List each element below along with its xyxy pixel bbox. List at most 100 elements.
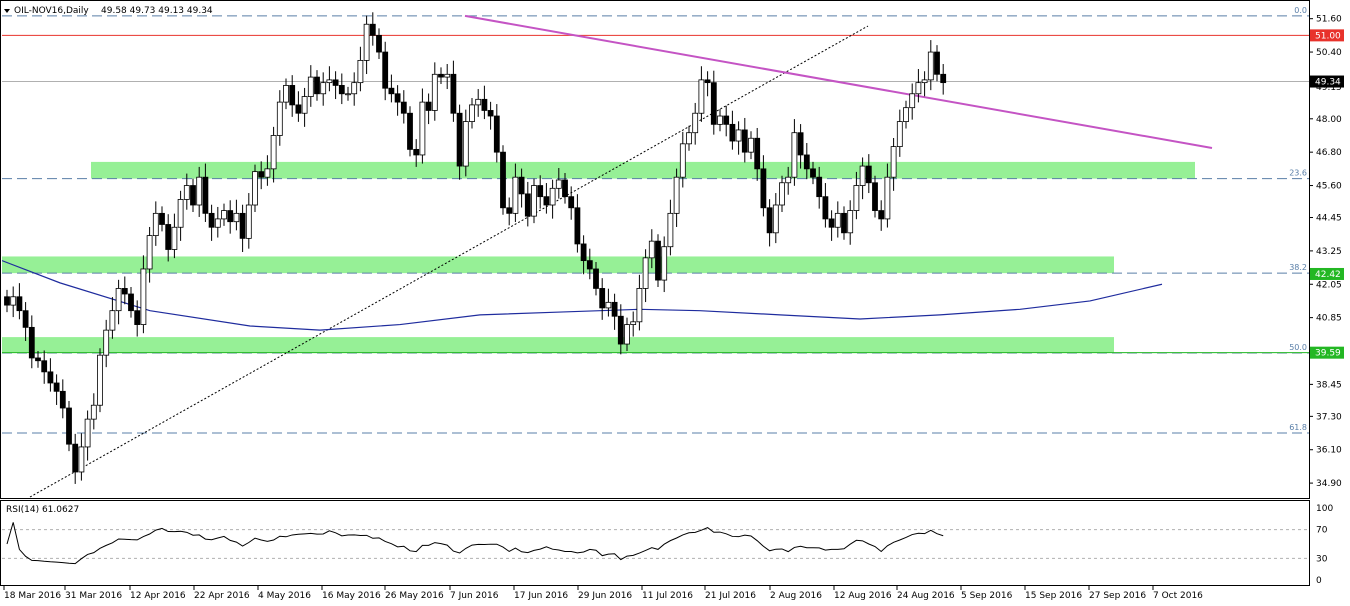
bear-candle <box>66 407 72 445</box>
bear-candle <box>506 207 513 214</box>
price-marker <box>1310 75 1344 88</box>
bear-candle <box>258 171 265 178</box>
bear-candle <box>586 260 593 270</box>
bull-candle <box>692 112 699 134</box>
rsi-line <box>6 522 944 565</box>
bull-candle <box>276 101 283 136</box>
support-zone <box>91 161 1195 179</box>
bear-candle <box>611 301 618 317</box>
time-tick-label: 26 May 2016 <box>385 591 444 601</box>
bear-candle <box>518 176 525 195</box>
bull-candle <box>233 212 240 223</box>
ohlc-label: 49.58 49.73 49.13 49.34 <box>101 6 213 16</box>
bull-candle <box>10 296 17 306</box>
bull-candle <box>357 59 364 84</box>
bear-candle <box>537 185 544 198</box>
support-zones <box>2 161 1195 353</box>
bull-candle <box>84 418 91 448</box>
bear-candle <box>400 101 407 114</box>
bull-candle <box>171 226 178 250</box>
bull-candle <box>431 73 438 111</box>
bull-candle <box>735 129 742 142</box>
bear-candle <box>878 210 885 220</box>
bull-candle <box>667 212 674 248</box>
price-tick-label: 49.15 <box>1316 83 1342 93</box>
bull-candle <box>475 98 482 106</box>
time-tick-label: 12 Apr 2016 <box>130 591 186 601</box>
bear-candle <box>53 382 60 392</box>
bear-candle <box>568 196 575 209</box>
bull-candle <box>183 185 190 200</box>
bear-candle <box>456 112 463 167</box>
bull-candle <box>326 79 333 84</box>
price-tick-label: 40.85 <box>1316 314 1342 324</box>
dropdown-arrow-icon[interactable] <box>4 9 10 13</box>
time-tick-label: 2 Aug 2016 <box>770 591 822 601</box>
time-axis: 18 Mar 2016 31 Mar 2016 12 Apr 2016 22 Apr … <box>3 586 1203 601</box>
price-tick-label: 45.60 <box>1316 182 1342 192</box>
bull-candle <box>283 85 289 103</box>
bear-candle <box>425 101 432 111</box>
rsi-tick-label: 70 <box>1316 526 1328 536</box>
bear-candle <box>208 212 215 228</box>
bear-candle <box>41 360 48 373</box>
bear-candle <box>35 357 41 362</box>
price-marker <box>1310 267 1344 280</box>
bear-candle <box>524 193 531 217</box>
bull-candle <box>605 301 612 309</box>
bull-candle <box>847 210 854 234</box>
bear-candle <box>723 115 730 125</box>
candles <box>4 12 947 484</box>
price-tick-label: 38.45 <box>1316 380 1342 390</box>
bear-candle <box>710 82 717 125</box>
bull-candle <box>140 268 147 325</box>
bear-candle <box>500 151 506 209</box>
bull-candle <box>624 324 630 345</box>
bear-candle <box>338 85 345 95</box>
bear-candle <box>165 224 172 250</box>
support-zone <box>2 337 1114 353</box>
bull-candle <box>915 82 922 95</box>
bull-candle <box>686 132 692 145</box>
bull-candle <box>103 329 110 356</box>
bear-candle <box>562 179 568 198</box>
price-marker-label: 51.00 <box>1315 31 1341 41</box>
symbol-label: OIL-NOV16,Daily <box>14 6 89 16</box>
bull-candle <box>245 204 252 239</box>
main-panel <box>0 0 1310 499</box>
bull-candle <box>264 168 271 178</box>
time-tick-label: 31 Mar 2016 <box>65 591 122 601</box>
bear-candle <box>803 154 810 170</box>
bull-candle <box>853 185 860 211</box>
rsi-indicator <box>2 522 1309 565</box>
bear-candle <box>599 288 606 309</box>
time-tick-label: 16 May 2016 <box>322 591 381 601</box>
bear-candle <box>872 182 878 211</box>
price-tick-label: 37.30 <box>1316 412 1342 422</box>
bear-candle <box>754 137 761 170</box>
bull-candle <box>661 246 668 281</box>
fib-level-label: 38.2 <box>1289 263 1307 272</box>
bear-candle <box>940 73 947 84</box>
bear-candle <box>134 310 141 325</box>
time-tick-label: 4 May 2016 <box>258 591 311 601</box>
bear-candle <box>760 168 767 209</box>
bull-candle <box>115 288 122 312</box>
falling-trendline <box>464 14 1213 149</box>
bear-candle <box>438 73 444 78</box>
bear-candle <box>47 371 54 384</box>
moving-average-line <box>1 260 1163 331</box>
bear-candle <box>22 310 29 328</box>
bear-candle <box>407 112 413 150</box>
bear-candle <box>828 218 835 228</box>
bull-candle <box>779 182 785 206</box>
price-tick-label: 50.40 <box>1316 48 1342 58</box>
bear-candle <box>394 93 401 103</box>
time-tick-label: 7 Oct 2016 <box>1153 591 1203 601</box>
bull-candle <box>301 96 308 114</box>
bull-candle <box>214 218 221 228</box>
bear-candle <box>190 185 196 206</box>
bear-candle <box>481 98 488 111</box>
bull-candle <box>531 185 537 217</box>
